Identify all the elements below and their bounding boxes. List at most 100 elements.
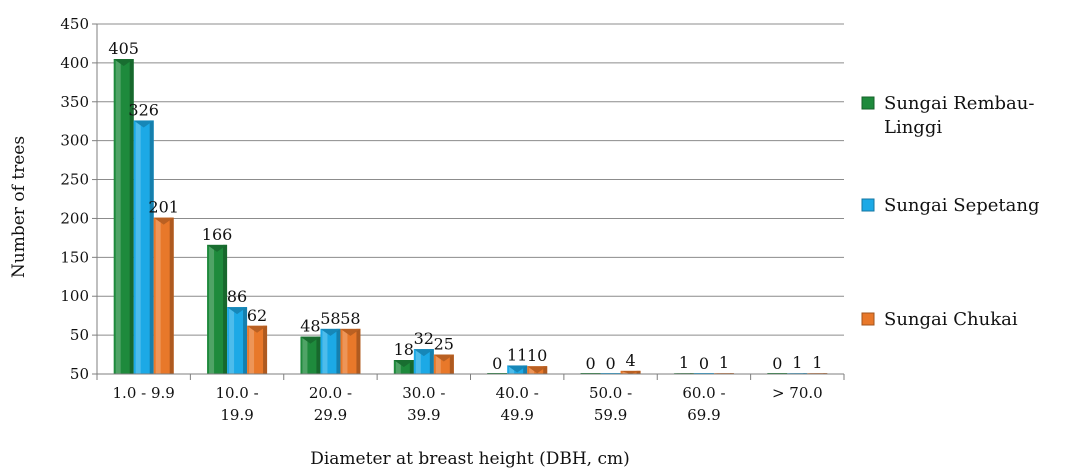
legend-label: Sungai Sepetang <box>884 195 1040 216</box>
legend-label: Sungai Chukai <box>884 309 1018 330</box>
bar-body <box>413 349 434 374</box>
bar-cap <box>340 328 361 336</box>
y-tick-label: 450 <box>60 15 89 33</box>
bar-cap <box>433 354 454 362</box>
y-tick-label: 150 <box>60 248 89 266</box>
bar-highlight <box>302 336 308 374</box>
bar <box>133 120 154 374</box>
bar-body <box>113 59 134 374</box>
bar <box>413 349 434 374</box>
data-label: 1 <box>719 353 729 372</box>
bar-shade <box>636 370 641 374</box>
bar <box>247 325 268 374</box>
y-tick-label: 50 <box>70 326 89 344</box>
bar-body <box>207 244 228 374</box>
bar-shade <box>449 354 454 374</box>
x-tick-label: 60.0 -69.9 <box>682 384 725 424</box>
data-label: 0 <box>772 354 782 373</box>
data-label: 1 <box>679 353 689 372</box>
bar <box>527 366 548 374</box>
bar-highlight <box>509 365 515 374</box>
bar-body <box>340 328 361 374</box>
data-label: 405 <box>108 39 139 58</box>
data-label: 32 <box>414 329 434 348</box>
bar <box>113 59 134 374</box>
legend-item: Sungai Rembau-Linggi <box>861 93 1034 138</box>
bar-shade <box>149 120 154 374</box>
bar-body <box>320 328 341 374</box>
data-label: 166 <box>202 225 233 244</box>
data-label: 58 <box>340 309 360 328</box>
bar-shade <box>169 217 174 374</box>
bar-cap <box>153 217 174 225</box>
bar-cap <box>207 244 228 252</box>
data-label: 0 <box>699 354 709 373</box>
bar-highlight <box>342 328 348 374</box>
bar-cap <box>413 349 434 357</box>
bar-body <box>133 120 154 374</box>
y-tick-label: 100 <box>60 287 89 305</box>
bar-body <box>247 325 268 374</box>
bar-shade <box>263 325 268 374</box>
bar-shade <box>429 349 434 374</box>
legend: Sungai Rembau-Linggi Sungai Sepetang Sunga… <box>861 93 1040 330</box>
bar-cap <box>227 307 248 315</box>
y-axis-title: Number of trees <box>9 136 29 278</box>
legend-item: Sungai Chukai <box>861 309 1018 330</box>
bar-highlight <box>229 307 235 374</box>
bar-shade <box>316 336 321 374</box>
data-label: 4 <box>625 351 635 370</box>
data-label: 326 <box>128 100 159 119</box>
x-tick-label: 20.0 -29.9 <box>309 384 352 424</box>
x-axis-title: Diameter at breast height (DBH, cm) <box>310 449 630 469</box>
bar-highlight <box>435 354 441 374</box>
bar <box>393 360 414 374</box>
y-tick-label: 300 <box>60 132 89 150</box>
legend-swatch <box>861 96 875 110</box>
bar <box>340 328 361 374</box>
bar-highlight <box>209 244 215 374</box>
data-label: 1 <box>812 353 822 372</box>
bar-highlight <box>135 120 141 374</box>
bar-body <box>227 307 248 374</box>
data-label: 11 <box>507 345 527 364</box>
bar <box>153 217 174 374</box>
bar-cap <box>133 120 154 128</box>
bar-cap <box>393 360 414 367</box>
bar <box>620 370 641 374</box>
bar <box>433 354 454 374</box>
bar-cap <box>247 325 268 333</box>
bar-cap <box>320 328 341 336</box>
bar-highlight <box>322 328 328 374</box>
legend-swatch <box>861 312 875 326</box>
bar-cap <box>620 370 641 374</box>
bar <box>300 336 321 374</box>
x-tick-label: 30.0 -39.9 <box>402 384 445 424</box>
bar-highlight <box>395 360 401 374</box>
data-label: 0 <box>492 354 502 373</box>
bar <box>207 244 228 374</box>
data-label: 0 <box>585 354 595 373</box>
bar-shade <box>243 307 248 374</box>
x-tick-label: > 70.0 <box>772 384 823 402</box>
bar-shade <box>336 328 341 374</box>
x-tick-label: 10.0 -19.9 <box>215 384 258 424</box>
bar <box>320 328 341 374</box>
bar-highlight <box>155 217 161 374</box>
data-label: 58 <box>320 309 340 328</box>
bar-cap <box>507 365 528 373</box>
y-tick-label: 350 <box>60 93 89 111</box>
bar-highlight <box>249 325 255 374</box>
bar-shade <box>129 59 134 374</box>
data-label: 18 <box>394 340 414 359</box>
bars <box>113 59 828 374</box>
x-tick-label: 1.0 - 9.9 <box>113 384 175 402</box>
data-label: 86 <box>227 287 247 306</box>
legend-item: Sungai Sepetang <box>861 195 1040 216</box>
bar-shade <box>356 328 361 374</box>
bar <box>227 307 248 374</box>
bar-shade <box>543 366 548 374</box>
